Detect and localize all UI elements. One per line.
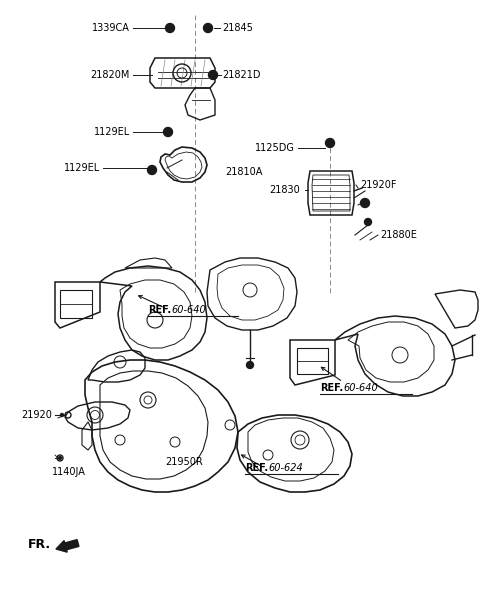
Text: REF.: REF. bbox=[320, 383, 343, 393]
Text: REF.: REF. bbox=[148, 305, 171, 315]
Circle shape bbox=[204, 23, 213, 32]
Circle shape bbox=[59, 456, 61, 459]
Circle shape bbox=[325, 139, 335, 148]
Text: 60-624: 60-624 bbox=[268, 463, 303, 473]
Text: 21821D: 21821D bbox=[222, 70, 261, 80]
Text: 60-640: 60-640 bbox=[343, 383, 378, 393]
Text: 21880E: 21880E bbox=[380, 230, 417, 240]
Text: 1129EL: 1129EL bbox=[64, 163, 100, 173]
Text: 21950R: 21950R bbox=[165, 457, 203, 467]
Circle shape bbox=[208, 71, 217, 80]
Circle shape bbox=[360, 199, 370, 208]
Text: 1339CA: 1339CA bbox=[92, 23, 130, 33]
Circle shape bbox=[166, 23, 175, 32]
Text: FR.: FR. bbox=[28, 539, 51, 551]
Circle shape bbox=[364, 218, 372, 225]
Circle shape bbox=[147, 166, 156, 175]
Text: 21920: 21920 bbox=[21, 410, 52, 420]
Circle shape bbox=[247, 362, 253, 368]
Circle shape bbox=[164, 127, 172, 136]
Text: 21830: 21830 bbox=[269, 185, 300, 195]
Text: REF.: REF. bbox=[245, 463, 268, 473]
Text: 21810A: 21810A bbox=[225, 167, 263, 177]
Text: 1129EL: 1129EL bbox=[94, 127, 130, 137]
Circle shape bbox=[60, 413, 63, 416]
Text: 1125DG: 1125DG bbox=[255, 143, 295, 153]
Text: 1140JA: 1140JA bbox=[52, 467, 86, 477]
Text: 21845: 21845 bbox=[222, 23, 253, 33]
FancyArrow shape bbox=[56, 539, 79, 552]
Text: 21920F: 21920F bbox=[360, 180, 396, 190]
Text: 60-640: 60-640 bbox=[171, 305, 206, 315]
Text: 21820M: 21820M bbox=[91, 70, 130, 80]
